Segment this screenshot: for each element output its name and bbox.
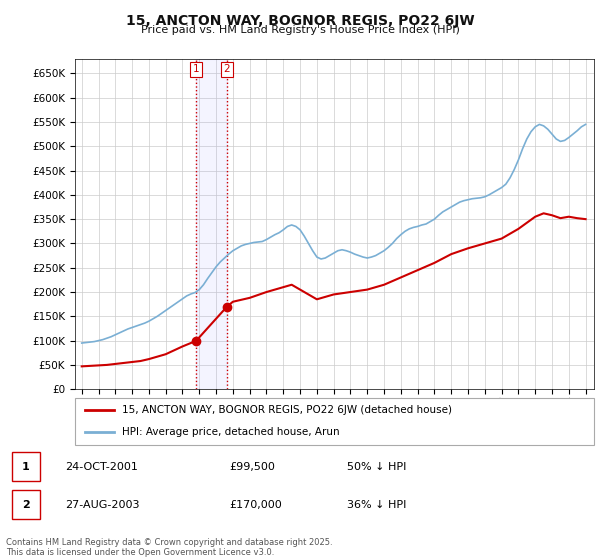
Text: 1: 1: [22, 462, 30, 472]
Text: 2: 2: [224, 64, 230, 74]
Bar: [196, 59, 227, 389]
Text: 50% ↓ HPI: 50% ↓ HPI: [347, 462, 406, 472]
Text: HPI: Average price, detached house, Arun: HPI: Average price, detached house, Arun: [122, 427, 340, 437]
FancyBboxPatch shape: [12, 452, 40, 482]
FancyBboxPatch shape: [75, 398, 594, 445]
Text: 27-AUG-2003: 27-AUG-2003: [65, 500, 139, 510]
Text: 2: 2: [22, 500, 30, 510]
Text: 15, ANCTON WAY, BOGNOR REGIS, PO22 6JW: 15, ANCTON WAY, BOGNOR REGIS, PO22 6JW: [125, 14, 475, 28]
Text: 1: 1: [193, 64, 199, 74]
Text: Contains HM Land Registry data © Crown copyright and database right 2025.
This d: Contains HM Land Registry data © Crown c…: [6, 538, 332, 557]
Text: 24-OCT-2001: 24-OCT-2001: [65, 462, 137, 472]
FancyBboxPatch shape: [12, 490, 40, 519]
Text: Price paid vs. HM Land Registry's House Price Index (HPI): Price paid vs. HM Land Registry's House …: [140, 25, 460, 35]
Text: £170,000: £170,000: [229, 500, 282, 510]
Text: 15, ANCTON WAY, BOGNOR REGIS, PO22 6JW (detached house): 15, ANCTON WAY, BOGNOR REGIS, PO22 6JW (…: [122, 405, 452, 416]
Text: 36% ↓ HPI: 36% ↓ HPI: [347, 500, 406, 510]
Text: £99,500: £99,500: [229, 462, 275, 472]
